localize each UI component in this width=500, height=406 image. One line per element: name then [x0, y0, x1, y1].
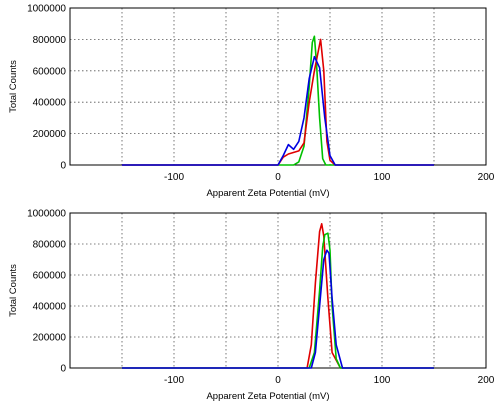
x-tick-label: 200 — [478, 172, 495, 183]
chart-panel-2: 0 200000 400000 600000 800000 1000000 -100 0 100… — [8, 209, 495, 403]
y-tick-label: 200000 — [33, 129, 67, 140]
x-axis-title: Apparent Zeta Potential (mV) — [206, 188, 329, 199]
y-tick-label: 600000 — [33, 66, 67, 77]
x-tick-label: 100 — [374, 375, 391, 386]
series-line-3 — [122, 249, 434, 369]
series-line-2 — [122, 38, 434, 166]
x-tick-label: 200 — [478, 375, 495, 386]
y-tick-label: 400000 — [33, 98, 67, 109]
series-line-2 — [122, 232, 434, 369]
series-line-1 — [122, 223, 434, 369]
chart-panel-1: 0 200000 400000 600000 800000 1000000 -100 0 100… — [8, 4, 495, 200]
series-line-1 — [122, 35, 434, 166]
y-tick-label: 800000 — [33, 240, 67, 251]
y-axis-title: Total Counts — [8, 60, 19, 113]
x-tick-label: 100 — [374, 172, 391, 183]
y-axis-title: Total Counts — [8, 264, 19, 317]
y-tick-label: 400000 — [33, 302, 67, 313]
y-tick-label: 1000000 — [27, 209, 66, 220]
x-tick-label: 0 — [275, 172, 281, 183]
y-tick-label: 200000 — [33, 333, 67, 344]
series-line-3 — [122, 55, 434, 166]
x-tick-label: -100 — [164, 375, 184, 386]
y-tick-label: 600000 — [33, 271, 67, 282]
x-axis-title: Apparent Zeta Potential (mV) — [206, 391, 329, 402]
y-tick-label: 1000000 — [27, 4, 66, 15]
x-tick-label: -100 — [164, 172, 184, 183]
y-tick-label: 800000 — [33, 35, 67, 46]
y-tick-label: 0 — [60, 364, 66, 375]
y-tick-label: 0 — [60, 161, 66, 172]
x-tick-label: 0 — [275, 375, 281, 386]
